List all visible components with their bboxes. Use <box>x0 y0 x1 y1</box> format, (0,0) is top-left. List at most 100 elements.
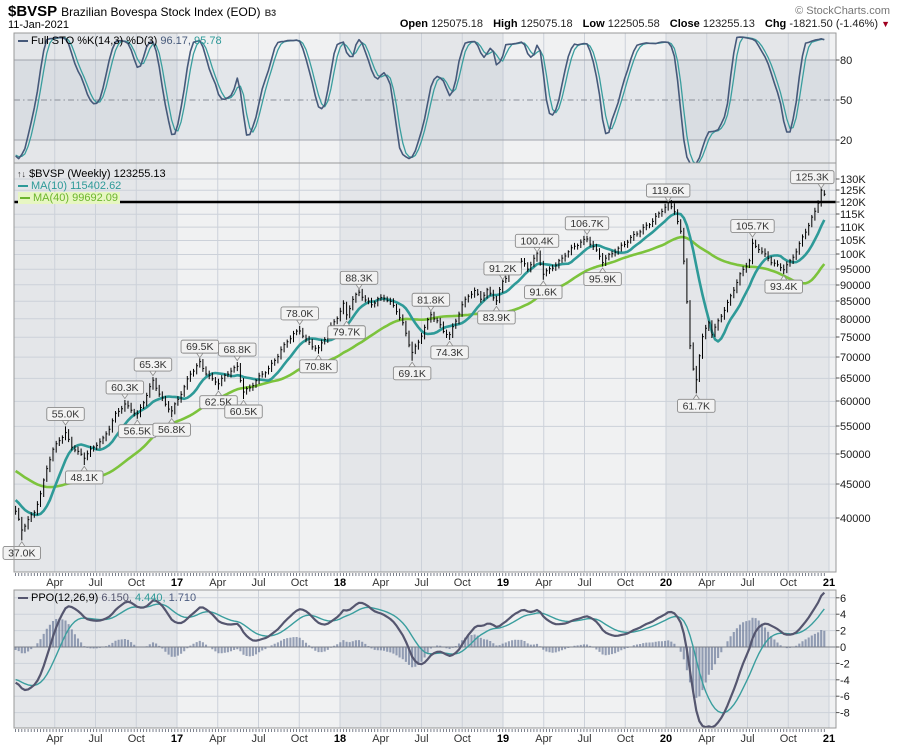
x-axis-label: Jul <box>740 733 754 745</box>
x-axis-label: Oct <box>291 733 308 745</box>
open-label: Open <box>399 18 428 30</box>
x-axis-label: Oct <box>291 577 308 589</box>
y-axis-label: 100K <box>840 249 866 261</box>
x-axis-label: Jul <box>577 733 591 745</box>
high-value: 125075.18 <box>520 18 573 30</box>
ppo-value: 6.150, <box>101 592 132 604</box>
x-axis-label: Apr <box>535 577 552 589</box>
y-axis-label: 85000 <box>840 296 871 308</box>
ma40-legend[interactable]: MA(40) 99692.09 <box>18 192 120 204</box>
y-axis-label: 50 <box>840 95 852 107</box>
svg-text:79.7K: 79.7K <box>333 327 360 339</box>
sto-d-value: 95.78 <box>194 35 222 47</box>
ppo-panel <box>14 591 836 728</box>
ma40-swatch-icon <box>20 197 30 200</box>
y-axis-label: 120K <box>840 197 866 209</box>
x-axis-label: Jul <box>414 577 428 589</box>
svg-text:55.0K: 55.0K <box>52 408 79 420</box>
y-axis-label: 75000 <box>840 332 871 344</box>
sto-legend-name: Full STO %K(14,3) %D(3) <box>31 35 158 47</box>
y-axis-label: 105K <box>840 235 866 247</box>
close-label: Close <box>669 18 700 30</box>
x-axis-label: Apr <box>209 733 226 745</box>
y-axis-label: 70000 <box>840 352 871 364</box>
chg-label: Chg <box>764 18 787 30</box>
y-axis-label: 2 <box>840 626 846 638</box>
svg-text:119.6K: 119.6K <box>652 185 685 197</box>
svg-text:68.8K: 68.8K <box>224 344 251 356</box>
x-axis-label: Apr <box>372 733 389 745</box>
x-axis-label: Apr <box>698 733 715 745</box>
y-axis-label: -4 <box>840 675 850 687</box>
svg-text:70.8K: 70.8K <box>305 361 332 373</box>
change-down-triangle-icon[interactable]: ▼ <box>881 19 890 29</box>
low-value: 122505.58 <box>607 18 660 30</box>
ma10-swatch-icon <box>18 185 28 188</box>
close-value: 123255.13 <box>702 18 755 30</box>
high-label: High <box>493 18 518 30</box>
y-axis-label: 95000 <box>840 264 871 276</box>
svg-text:61.7K: 61.7K <box>683 400 710 412</box>
svg-text:105.7K: 105.7K <box>736 221 769 233</box>
ppo-hist-value: 1.710 <box>168 592 197 604</box>
x-axis-label: Apr <box>372 577 389 589</box>
svg-text:56.5K: 56.5K <box>124 426 151 438</box>
y-axis-label: 0 <box>840 642 846 654</box>
y-axis-label: 90000 <box>840 280 871 292</box>
page-title: $BVSP Brazilian Bovespa Stock Index (EOD… <box>8 3 276 20</box>
svg-text:91.2K: 91.2K <box>489 263 516 275</box>
price-panel <box>14 188 826 541</box>
svg-text:65.3K: 65.3K <box>139 359 166 371</box>
y-axis-label: 6 <box>840 593 846 605</box>
x-axis-label: Oct <box>128 733 145 745</box>
x-axis-label: 21 <box>823 733 835 745</box>
x-axis-label: Jul <box>414 733 428 745</box>
x-axis-label: 21 <box>823 577 835 589</box>
x-axis-label: Jul <box>251 577 265 589</box>
ma10-value: MA(10) 115402.62 <box>31 180 122 192</box>
x-axis-label: Oct <box>780 733 797 745</box>
stochastic-panel <box>14 36 836 163</box>
ppo-line-swatch-icon <box>18 597 28 600</box>
y-axis-label: 130K <box>840 174 866 186</box>
x-axis-label: 18 <box>334 733 346 745</box>
ppo-signal-value: 4.440, <box>134 592 166 604</box>
svg-text:69.1K: 69.1K <box>398 368 425 380</box>
x-axis-label: 20 <box>660 733 672 745</box>
x-axis-label: Oct <box>128 577 145 589</box>
x-axis-label: 18 <box>334 577 346 589</box>
svg-text:78.0K: 78.0K <box>286 308 313 320</box>
svg-text:106.7K: 106.7K <box>570 218 603 230</box>
svg-text:93.4K: 93.4K <box>770 281 797 293</box>
x-axis-label: Apr <box>46 733 63 745</box>
x-axis-label: 17 <box>171 577 183 589</box>
ppo-legend-name: PPO(12,26,9) <box>31 592 99 604</box>
svg-text:81.8K: 81.8K <box>417 294 444 306</box>
x-axis-label: Apr <box>535 733 552 745</box>
y-axis-label: 60000 <box>840 396 871 408</box>
ppo-legend: PPO(12,26,9) 6.150, 4.440, 1.710 <box>18 592 196 604</box>
x-axis-label: Oct <box>454 577 471 589</box>
quote-line: Open 125075.18 High 125075.18 Low 122505… <box>393 18 890 30</box>
y-axis-label: 80000 <box>840 314 871 326</box>
x-axis-label: 17 <box>171 733 183 745</box>
chg-value: -1821.50 (-1.46%) <box>789 18 879 30</box>
ma40-value: MA(40) 99692.09 <box>33 192 118 204</box>
svg-text:83.9K: 83.9K <box>483 312 510 324</box>
y-axis-label: 55000 <box>840 421 871 433</box>
price-legend-close: 123255.13 <box>113 168 166 180</box>
y-axis-label: 65000 <box>840 373 871 385</box>
svg-text:95.9K: 95.9K <box>589 274 616 286</box>
x-axis-label: 20 <box>660 577 672 589</box>
index-name: Brazilian Bovespa Stock Index (EOD) <box>61 5 261 19</box>
price-callout-labels: 37.0K 55.0K 48.1K 60.3K 56.5K 65.3K 56.8K 69.5K… <box>2 170 835 560</box>
x-axis-label: 19 <box>497 577 509 589</box>
x-axis-label: Jul <box>740 577 754 589</box>
x-axis-label: Jul <box>251 733 265 745</box>
y-axis-label: 50000 <box>840 449 871 461</box>
svg-text:88.3K: 88.3K <box>345 272 372 284</box>
sto-line-swatch-icon <box>18 40 28 43</box>
svg-text:74.3K: 74.3K <box>436 347 463 359</box>
price-legend: ↑↓ $BVSP (Weekly) 123255.13 <box>17 168 166 180</box>
